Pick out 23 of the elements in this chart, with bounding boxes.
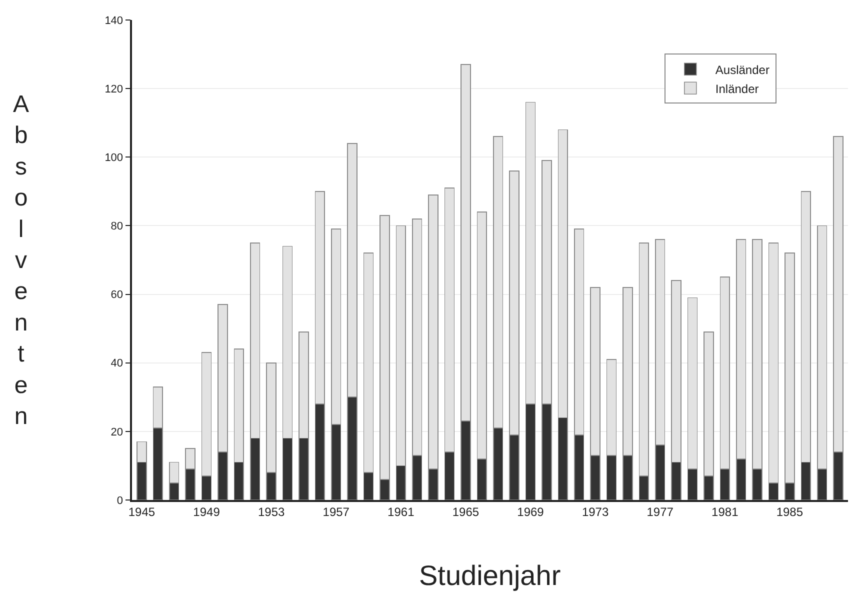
y-tick-label: 20: [110, 426, 124, 438]
legend-label: Ausländer: [715, 62, 770, 77]
x-tick-label: 1953: [258, 505, 285, 520]
x-tick-label: 1965: [452, 505, 480, 520]
y-tick-label: 40: [110, 358, 124, 370]
text: Absolventen: [13, 91, 30, 430]
x-tick-label: 1957: [322, 505, 350, 520]
x-tick-label: 1973: [582, 505, 609, 520]
x-axis-title: Studienjahr: [419, 560, 561, 591]
y-tick-label: 140: [104, 14, 124, 27]
x-tick-label: 1977: [646, 505, 674, 520]
x-tick-label: 1949: [193, 505, 220, 520]
x-tick-label: 1961: [388, 505, 415, 520]
y-tick-label: 0: [116, 494, 124, 507]
x-tick-label: 1969: [517, 505, 544, 520]
y-tick-label: 60: [110, 289, 124, 302]
y-tick-label: 120: [104, 83, 124, 96]
y-tick-label: 100: [104, 152, 124, 164]
x-tick-label: 1985: [776, 505, 804, 520]
x-tick-label: 1945: [128, 505, 156, 520]
legend-label: Inländer: [715, 82, 759, 96]
y-tick-label: 80: [110, 220, 124, 233]
x-tick-label: 1981: [712, 505, 739, 520]
